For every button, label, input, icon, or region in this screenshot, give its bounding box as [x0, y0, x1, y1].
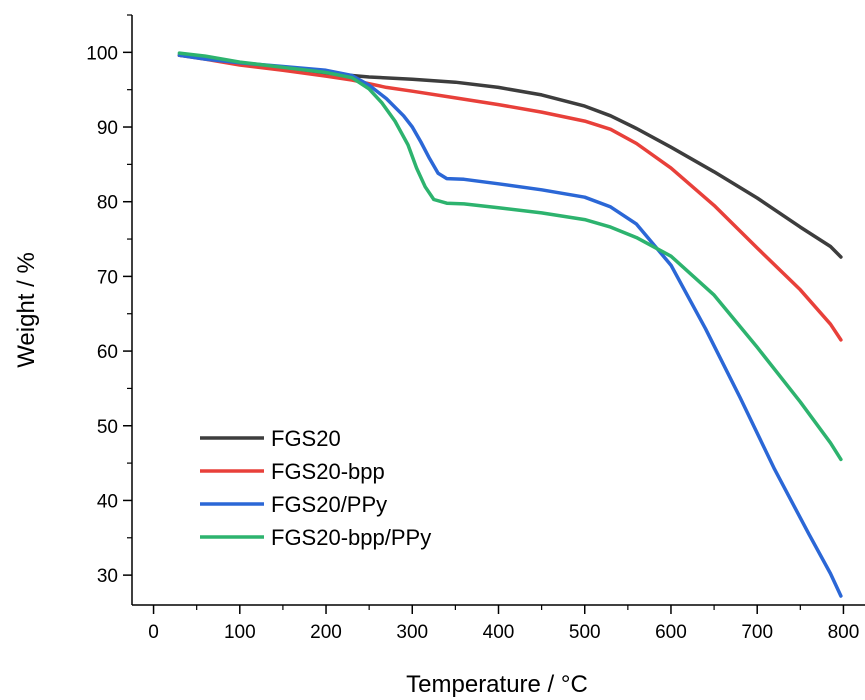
x-axis-ticks: 0 100 200 300 400 500 600 700 800	[148, 605, 859, 643]
x-tick-label: 300	[396, 622, 428, 643]
series-lines	[177, 51, 843, 598]
series-line-fgs20-bpp-ppy	[177, 51, 843, 462]
x-tick-label: 200	[310, 622, 342, 643]
y-tick-label: 50	[97, 417, 118, 438]
y-tick-label: 70	[97, 267, 118, 288]
x-tick-label: 500	[569, 622, 601, 643]
series-line-fgs20-bpp	[177, 53, 843, 342]
legend-label-fgs20-bpp: FGS20-bpp	[271, 459, 385, 484]
y-tick-label: 30	[97, 566, 118, 587]
y-tick-label: 60	[97, 342, 118, 363]
y-tick-label: 40	[97, 491, 118, 512]
x-tick-label: 700	[741, 622, 773, 643]
y-tick-label: 100	[86, 43, 118, 64]
legend: FGS20 FGS20-bpp FGS20/PPy FGS20-bpp/PPy	[200, 426, 431, 550]
legend-label-fgs20-bpp-ppy: FGS20-bpp/PPy	[271, 525, 431, 550]
x-axis-title: Temperature / °C	[406, 671, 588, 698]
y-tick-label: 80	[97, 193, 118, 214]
series-line-fgs20-ppy	[177, 53, 843, 598]
x-tick-label: 800	[828, 622, 860, 643]
y-axis-title: Weight / %	[13, 252, 40, 368]
legend-label-fgs20-ppy: FGS20/PPy	[271, 492, 387, 517]
y-axis-ticks: 30 40 50 60 70 80 90 100	[86, 14, 132, 587]
x-tick-label: 100	[224, 622, 256, 643]
x-tick-label: 600	[655, 622, 687, 643]
x-tick-label: 400	[483, 622, 515, 643]
series-line-fgs20	[177, 53, 843, 259]
y-tick-label: 90	[97, 118, 118, 139]
legend-label-fgs20: FGS20	[271, 426, 341, 451]
x-tick-label: 0	[148, 622, 159, 643]
plot-area: 0 100 200 300 400 500 600 700 800 30 40 50 60 70 80 90…	[86, 14, 865, 643]
